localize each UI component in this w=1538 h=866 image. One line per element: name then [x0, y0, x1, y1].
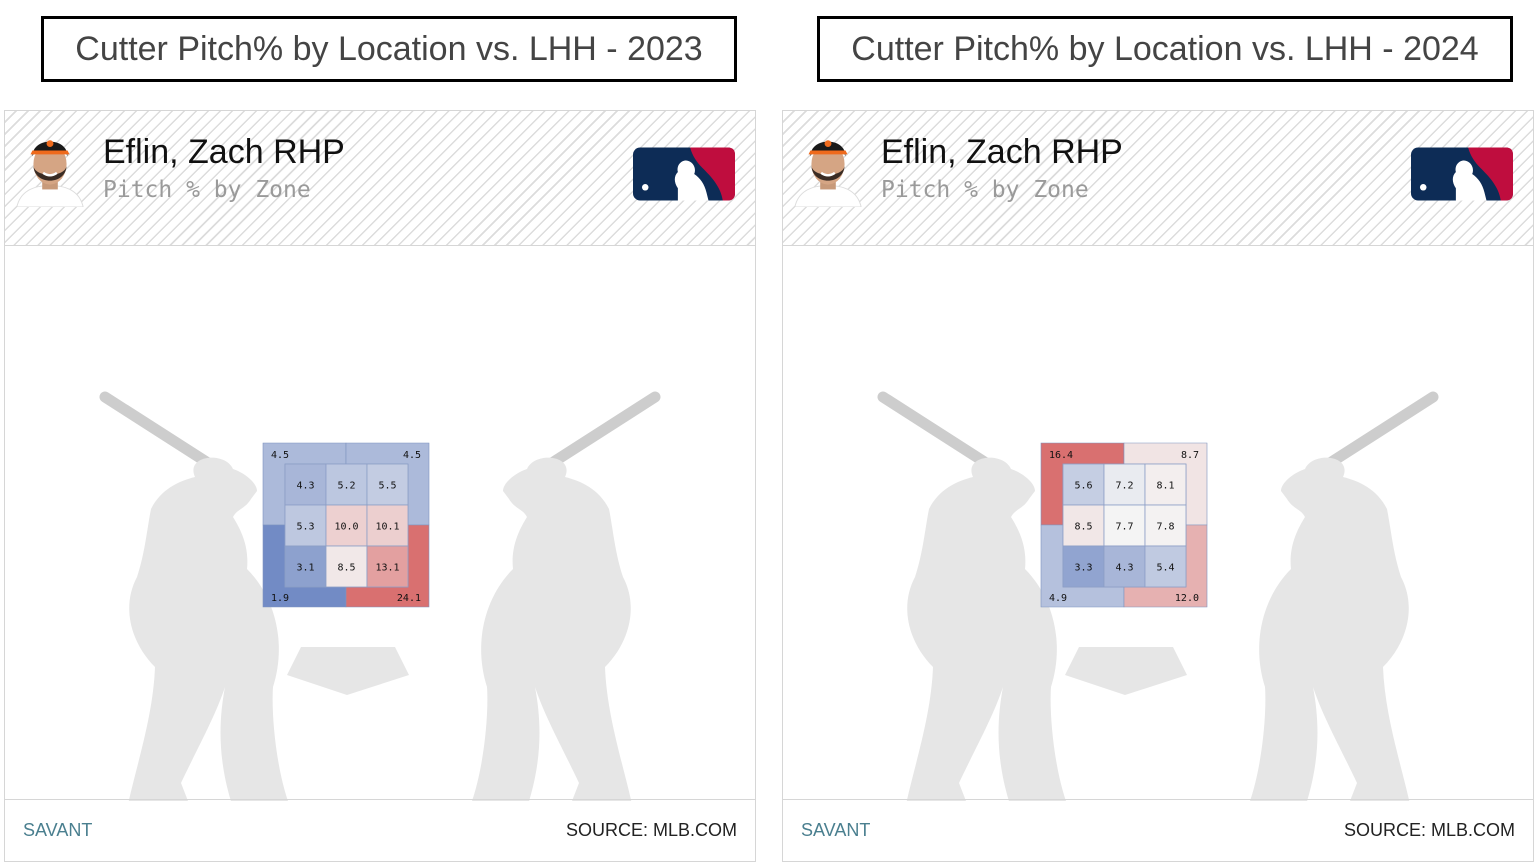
chart-subtitle: Pitch % by Zone: [881, 177, 1089, 203]
player-name: Eflin, Zach RHP: [103, 133, 345, 171]
outer-zone-label: 16.4: [1049, 450, 1073, 461]
zone-cell: [284, 545, 327, 588]
zone-cell: [1103, 545, 1146, 588]
zone-cell: [1144, 545, 1187, 588]
batter-left-silhouette: [877, 391, 1069, 819]
zone-cell-label: 5.4: [1156, 563, 1174, 574]
batter-right-silhouette: [1247, 391, 1439, 819]
zone-cell: [366, 463, 409, 506]
source-label: SOURCE: MLB.COM: [1343, 820, 1515, 840]
zone-cell-label: 5.6: [1074, 481, 1092, 492]
outer-zone-label: 12.0: [1175, 593, 1199, 604]
panel-header: Eflin, Zach RHP Pitch % by Zone: [783, 111, 1533, 246]
outer-zone-label: 24.1: [397, 593, 421, 604]
batter-left-silhouette: [99, 391, 291, 819]
zone-cell-label: 4.3: [1115, 563, 1133, 574]
zone-cell: [366, 504, 409, 547]
chart-subtitle: Pitch % by Zone: [103, 177, 311, 203]
player-headshot-icon: [794, 140, 862, 207]
outer-zone-label: 4.5: [271, 450, 289, 461]
zone-cell-label: 4.3: [296, 481, 314, 492]
home-plate: [287, 647, 409, 695]
zone-cell-label: 13.1: [375, 563, 399, 574]
zone-cell: [1144, 504, 1187, 547]
outer-zone-label: 1.9: [271, 593, 289, 604]
zone-cell: [366, 545, 409, 588]
batter-right-silhouette: [469, 391, 661, 819]
panel-footer: SAVANT SOURCE: MLB.COM: [5, 799, 755, 861]
savant-link[interactable]: SAVANT: [23, 820, 93, 840]
zone-cell-label: 8.5: [337, 563, 355, 574]
mlb-logo-icon: [633, 147, 735, 201]
zone-chart-panel: Eflin, Zach RHP Pitch % by Zone 4.5 4.5 1.…: [4, 110, 756, 862]
zone-cell-label: 8.1: [1156, 481, 1174, 492]
chart-title: Cutter Pitch% by Location vs. LHH - 2023: [41, 16, 737, 82]
zone-cell: [284, 504, 327, 547]
strike-zone-plot: 16.4 8.7 4.9 12.0 5.6 7.2 8.1 8.5 7.7 7.8 3.3 4.3 5.…: [877, 391, 1439, 819]
source-label: SOURCE: MLB.COM: [565, 820, 737, 840]
panel-footer: SAVANT SOURCE: MLB.COM: [783, 799, 1533, 861]
zone-chart-panel: Eflin, Zach RHP Pitch % by Zone 16.4 8.7 4…: [782, 110, 1534, 862]
zone-cell-label: 7.7: [1115, 522, 1133, 533]
zone-cell-label: 3.1: [296, 563, 314, 574]
zone-cell-label: 5.2: [337, 481, 355, 492]
zone-cell: [325, 545, 368, 588]
plot-area: 16.4 8.7 4.9 12.0 5.6 7.2 8.1 8.5 7.7 7.8 3.3 4.3 5.…: [783, 247, 1535, 819]
outer-zone-label: 4.5: [403, 450, 421, 461]
outer-zone-label: 4.9: [1049, 593, 1067, 604]
zone-cell: [325, 504, 368, 547]
zone-cell: [1062, 545, 1105, 588]
outer-zone-label: 8.7: [1181, 450, 1199, 461]
zone-cell: [1103, 504, 1146, 547]
zone-cell: [1062, 504, 1105, 547]
zone-cell: [1144, 463, 1187, 506]
plot-area: 4.5 4.5 1.9 24.1 4.3 5.2 5.5 5.3 10.0 10.1 3.1 8.5 1…: [5, 247, 757, 819]
chart-title: Cutter Pitch% by Location vs. LHH - 2024: [817, 16, 1513, 82]
strike-zone-plot: 4.5 4.5 1.9 24.1 4.3 5.2 5.5 5.3 10.0 10.1 3.1 8.5 1…: [99, 391, 661, 819]
zone-cell-label: 5.5: [378, 481, 396, 492]
zone-cell: [325, 463, 368, 506]
home-plate: [1065, 647, 1187, 695]
panel-header: Eflin, Zach RHP Pitch % by Zone: [5, 111, 755, 246]
zone-cell-label: 5.3: [296, 522, 314, 533]
savant-link[interactable]: SAVANT: [801, 820, 871, 840]
strike-zone-heatmap: 4.5 4.5 1.9 24.1 4.3 5.2 5.5 5.3 10.0 10.1 3.1 8.5 1…: [262, 442, 430, 608]
zone-cell-label: 7.2: [1115, 481, 1133, 492]
zone-cell-label: 8.5: [1074, 522, 1092, 533]
zone-cell-label: 10.0: [334, 522, 358, 533]
zone-cell-label: 3.3: [1074, 563, 1092, 574]
mlb-logo-icon: [1411, 147, 1513, 201]
strike-zone-heatmap: 16.4 8.7 4.9 12.0 5.6 7.2 8.1 8.5 7.7 7.8 3.3 4.3 5.…: [1040, 442, 1208, 608]
player-headshot-icon: [16, 140, 84, 207]
player-name: Eflin, Zach RHP: [881, 133, 1123, 171]
zone-cell-label: 7.8: [1156, 522, 1174, 533]
zone-cell-label: 10.1: [375, 522, 399, 533]
